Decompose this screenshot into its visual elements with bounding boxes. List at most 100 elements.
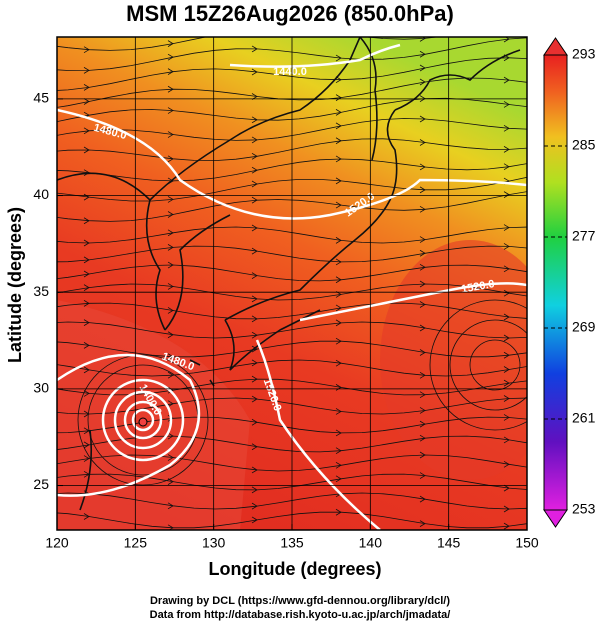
stream-arrow [419,407,426,414]
stream-arrow [503,366,510,373]
streamlines [57,21,527,530]
stream-arrow [83,256,90,264]
stream-arrow [167,371,174,379]
stream-arrow [251,359,258,367]
stream-arrow [83,319,90,326]
colorbar-tick-label: 269 [572,319,596,335]
stream-arrow [336,37,337,38]
stream-arrow [167,454,174,461]
streamline [57,321,527,339]
streamline [429,299,527,431]
stream-arrow [503,146,510,153]
streamline [57,37,441,51]
streamline [57,97,527,123]
stream-arrow [419,78,426,86]
stream-arrow [335,461,342,469]
stream-arrow [251,443,258,451]
stream-arrow [419,472,426,479]
y-tick-label: 40 [33,186,49,202]
stream-arrow [335,359,342,367]
stream-arrow [335,408,342,415]
height-contours [57,43,527,530]
colorbar-tick-label: 285 [572,137,596,153]
stream-arrow [335,447,342,455]
stream-arrow [419,139,426,146]
stream-arrow [419,186,426,194]
stream-arrow [419,371,426,379]
stream-arrow [167,177,174,185]
y-axis-label: Latitude (degrees) [5,207,25,363]
stream-arrow [252,26,257,32]
colorbar-max-arrow [543,37,568,56]
stream-arrow [167,244,174,251]
stream-arrow [83,390,90,397]
stream-arrow [503,522,510,530]
streamline [57,302,527,320]
stream-arrow [167,68,174,75]
stream-arrow [335,508,342,516]
stream-arrow [167,211,174,218]
stream-arrow [167,400,174,408]
colorbar-tick-label: 253 [572,501,596,517]
stream-arrow [504,21,509,27]
stream-arrow [251,295,258,303]
colorbar-tick-label: 261 [572,410,596,426]
stream-arrow [503,124,510,132]
streamline [57,454,527,472]
stream-arrow [503,224,510,231]
contour-label: 1440.0 [273,66,307,78]
stream-arrow [335,201,342,209]
stream-arrow [335,54,342,62]
streamline [57,191,527,222]
stream-arrow [503,505,510,513]
stream-arrow [83,366,90,374]
stream-arrow [335,337,342,345]
credit: Data from http://database.rish.kyoto-u.a… [150,609,451,621]
stream-arrow [251,486,258,494]
stream-arrow [167,196,174,203]
stream-arrow [251,315,258,323]
stream-arrow [251,45,258,53]
stream-arrow [83,46,90,54]
stream-arrow [83,470,90,478]
stream-arrow [335,177,342,185]
stream-arrow [419,249,426,257]
stream-arrow [335,122,342,130]
stream-arrow [335,94,342,101]
stream-arrow [167,85,174,93]
stream-arrow [83,239,90,247]
stream-arrow [419,301,426,308]
title: MSM 15Z26Aug2026 (850.0hPa) [126,1,454,26]
stream-arrow [83,410,90,418]
stream-arrow [503,484,510,492]
streamline [57,435,527,453]
streamline [57,511,527,529]
stream-arrow [503,414,510,421]
stream-arrow [251,331,258,339]
stream-arrow [167,386,174,394]
stream-arrow [419,324,426,332]
stream-arrow [503,101,510,108]
stream-arrow [503,191,510,198]
field-patch [380,240,527,480]
stream-arrow [503,54,510,62]
stream-arrow [251,516,258,524]
stream-arrow [83,217,90,225]
colorbar-tick-label: 277 [572,228,596,244]
stream-arrow [419,434,426,442]
stream-arrow [167,307,174,314]
stream-arrow [167,40,174,47]
streamline [57,397,527,415]
stream-arrow [251,395,258,403]
stream-arrow [419,520,426,527]
stream-arrow [83,441,90,449]
stream-arrow [83,84,90,91]
stream-arrow [503,265,510,273]
stream-arrow [503,351,510,359]
stream-arrow [251,247,258,255]
streamline [57,138,527,162]
stream-arrow [419,263,426,271]
colorbar-min-arrow [543,509,568,528]
stream-arrow [503,76,510,84]
streamline [57,57,527,91]
